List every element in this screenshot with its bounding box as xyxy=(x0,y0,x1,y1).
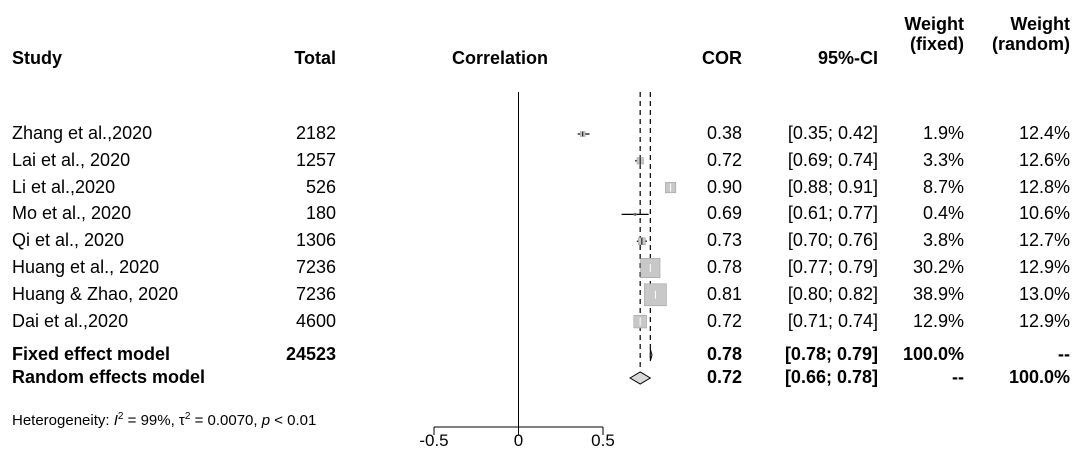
study-row-5-total: 1306 xyxy=(295,230,336,251)
study-row-2-weight-random: 12.6% xyxy=(1018,149,1070,170)
header-weight-random-line1: Weight xyxy=(1010,14,1070,34)
study-row-7-weight-fixed: 38.9% xyxy=(912,283,964,304)
fixed-effect-row-name: Fixed effect model xyxy=(12,344,171,364)
study-row-6-ci: [0.77; 0.79] xyxy=(787,257,878,277)
fixed-effect-row-weight-fixed: 100.0% xyxy=(902,344,964,364)
study-row-2-ci: [0.69; 0.74] xyxy=(787,149,878,170)
x-tick-label-2: 0 xyxy=(513,431,524,450)
fixed-effect-row-total: 24523 xyxy=(285,344,336,364)
study-row-6-cor: 0.78 xyxy=(706,257,742,277)
study-row-1-weight-random: 12.4% xyxy=(1018,123,1070,143)
study-row-5-ci: [0.70; 0.76] xyxy=(787,230,878,251)
study-row-3-name: Li et al.,2020 xyxy=(12,176,116,197)
fixed-effect-row-cor: 0.78 xyxy=(706,344,742,364)
study-row-4-ci: [0.61; 0.77] xyxy=(787,203,878,224)
study-row-1-total: 2182 xyxy=(295,123,336,143)
header-weight-fixed-line2: (fixed) xyxy=(910,34,964,54)
study-row-5-name: Qi et al., 2020 xyxy=(12,230,125,251)
study-row-8-cor: 0.72 xyxy=(706,310,742,331)
header-cor: COR xyxy=(702,48,742,68)
random-effects-row-ci: [0.66; 0.78] xyxy=(784,367,878,387)
study-row-4-name: Mo et al., 2020 xyxy=(12,203,132,224)
x-tick-label-1: -0.5 xyxy=(419,431,449,450)
random-effects-row-cor: 0.72 xyxy=(706,367,742,387)
study-row-8-name: Dai et al.,2020 xyxy=(12,310,129,331)
study-row-7-total: 7236 xyxy=(295,283,336,304)
random-effects-row-name: Random effects model xyxy=(12,367,206,387)
study-row-8-weight-fixed: 12.9% xyxy=(912,310,964,331)
study-row-6-weight-fixed: 30.2% xyxy=(912,257,964,277)
study-row-2-total: 1257 xyxy=(295,149,336,170)
fixed-effect-diamond xyxy=(649,348,653,362)
study-row-3-cor: 0.90 xyxy=(706,176,742,197)
study-row-8-total: 4600 xyxy=(295,310,336,331)
study-row-1-cor: 0.38 xyxy=(706,123,742,143)
study-row-1-name: Zhang et al.,2020 xyxy=(12,123,153,143)
study-row-6-total: 7236 xyxy=(295,257,336,277)
fixed-effect-row-weight-random: -- xyxy=(1058,344,1070,364)
study-row-7-cor: 0.81 xyxy=(706,283,742,304)
study-row-1-weight-fixed: 1.9% xyxy=(922,123,964,143)
study-row-4-cor: 0.69 xyxy=(706,203,742,224)
study-row-5-cor: 0.73 xyxy=(706,230,742,251)
study-row-4-weight-fixed: 0.4% xyxy=(922,203,964,224)
study-row-8-weight-random: 12.9% xyxy=(1018,310,1070,331)
study-row-2-weight-fixed: 3.3% xyxy=(922,149,964,170)
heterogeneity-text: Heterogeneity: I2 = 99%, τ2 = 0.0070, p … xyxy=(12,411,317,429)
study-row-3-weight-random: 12.8% xyxy=(1018,176,1070,197)
x-tick-label-3: 0.5 xyxy=(591,431,615,450)
study-row-7-weight-random: 13.0% xyxy=(1018,283,1070,304)
study-row-7-name: Huang & Zhao, 2020 xyxy=(12,283,179,304)
study-row-2-name: Lai et al., 2020 xyxy=(12,149,131,170)
random-effects-row-weight-fixed: -- xyxy=(952,367,964,387)
header-correlation: Correlation xyxy=(452,48,549,68)
header-weight-random-line2: (random) xyxy=(992,34,1070,54)
study-row-8-ci: [0.71; 0.74] xyxy=(787,310,878,331)
study-row-5-weight-fixed: 3.8% xyxy=(922,230,964,251)
fixed-effect-row-ci: [0.78; 0.79] xyxy=(784,344,878,364)
random-effects-row-weight-random: 100.0% xyxy=(1008,367,1070,387)
study-row-6-weight-random: 12.9% xyxy=(1018,257,1070,277)
header-ci: 95%-CI xyxy=(817,48,878,68)
header-total: Total xyxy=(294,48,336,68)
header-weight-fixed-line1: Weight xyxy=(904,14,964,34)
study-row-1-ci: [0.35; 0.42] xyxy=(787,123,878,143)
study-row-6-name: Huang et al., 2020 xyxy=(12,257,160,277)
header-study: Study xyxy=(12,48,63,68)
random-effects-diamond xyxy=(629,371,652,385)
study-row-3-weight-fixed: 8.7% xyxy=(922,176,964,197)
study-row-7-ci: [0.80; 0.82] xyxy=(787,283,878,304)
study-row-3-total: 526 xyxy=(305,176,336,197)
study-row-2-cor: 0.72 xyxy=(706,149,742,170)
study-row-5-weight-random: 12.7% xyxy=(1018,230,1070,251)
study-row-4-weight-random: 10.6% xyxy=(1018,203,1070,224)
study-row-3-ci: [0.88; 0.91] xyxy=(787,176,878,197)
study-row-4-total: 180 xyxy=(305,203,336,224)
